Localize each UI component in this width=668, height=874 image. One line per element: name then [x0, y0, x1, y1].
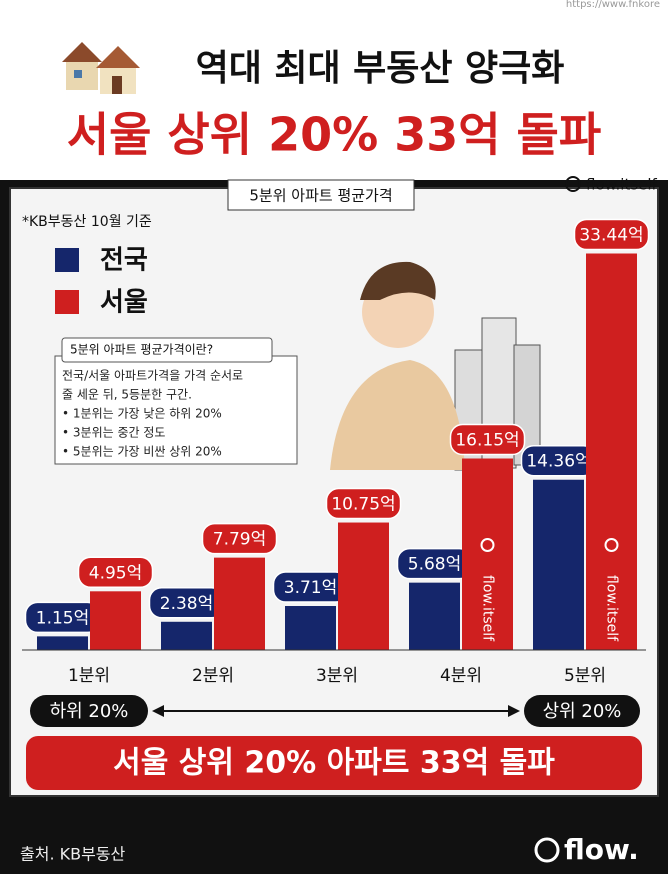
range-high-bg	[524, 695, 640, 727]
value-label: 16.15억	[455, 431, 519, 451]
arrow-head	[152, 705, 164, 717]
value-label: 2.38억	[160, 594, 214, 614]
info-line: 줄 세운 뒤, 5등분한 구간.	[62, 388, 192, 402]
value-label: 5.68억	[408, 555, 462, 575]
x-tick-label: 3분위	[316, 666, 358, 686]
value-label: 4.95억	[89, 563, 143, 583]
note: *KB부동산 10월 기준	[22, 214, 152, 230]
info-title: 5분위 아파트 평균가격이란?	[70, 343, 213, 357]
bar-watermark: flow.itself	[604, 575, 620, 642]
bar	[586, 253, 637, 651]
range-low-bg	[30, 695, 148, 727]
bar-watermark-icon	[604, 538, 619, 552]
brand-icon	[534, 837, 560, 863]
bar	[90, 591, 141, 650]
bar	[338, 522, 389, 650]
info-line: 전국/서울 아파트가격을 가격 순서로	[62, 369, 243, 383]
bar	[37, 636, 88, 650]
legend-label: 서울	[100, 288, 148, 318]
banner-bg	[26, 736, 642, 790]
handle: flow.itself	[586, 176, 658, 194]
brand: flow.	[564, 833, 639, 866]
bar-watermark: flow.itself	[480, 575, 496, 642]
x-tick-label: 2분위	[192, 666, 234, 686]
url: https://www.fnkore	[566, 0, 660, 10]
banner: 서울 상위 20% 아파트 33억 돌파	[113, 746, 555, 781]
title: 역대 최대 부동산 양극화	[196, 48, 565, 89]
footer-bg	[0, 800, 668, 874]
value-label: 14.36억	[526, 452, 590, 472]
bar	[214, 557, 265, 650]
arrow-head	[508, 705, 520, 717]
value-label-bg	[201, 522, 278, 555]
value-label: 1.15억	[36, 608, 90, 628]
chart-title-box	[227, 179, 415, 211]
value-label: 33.44억	[579, 225, 643, 245]
bar-watermark-icon	[480, 538, 495, 552]
source: 출처. KB부동산	[20, 845, 126, 864]
house-icon	[62, 42, 140, 94]
range-low: 하위 20%	[50, 701, 129, 722]
value-label: 3.71억	[284, 578, 338, 598]
bar	[409, 582, 460, 650]
legend-label: 전국	[100, 246, 148, 276]
bar	[161, 621, 212, 650]
value-label-bg	[325, 487, 402, 520]
chart-title: 5분위 아파트 평균가격	[249, 187, 392, 205]
info-line: • 1분위는 가장 낮은 하위 20%	[62, 407, 222, 421]
info-line: • 5분위는 가장 비싼 상위 20%	[62, 445, 222, 459]
value-label: 7.79억	[213, 530, 267, 550]
x-tick-label: 5분위	[564, 666, 606, 686]
info-box: 5분위 아파트 평균가격이란?	[54, 337, 298, 465]
value-label-bg	[573, 218, 650, 251]
bar	[462, 458, 513, 650]
value-label-bg	[77, 556, 154, 589]
legend-swatch	[55, 248, 79, 272]
x-tick-label: 4분위	[440, 666, 482, 686]
insta-icon	[565, 176, 581, 192]
value-label-bg	[449, 423, 526, 456]
legend-swatch	[55, 290, 79, 314]
value-label: 10.75억	[331, 495, 395, 515]
subtitle: 서울 상위 20% 33억 돌파	[67, 108, 601, 162]
x-tick-label: 1분위	[68, 666, 110, 686]
info-line: • 3분위는 중간 정도	[62, 426, 165, 440]
bar	[285, 606, 336, 650]
range-high: 상위 20%	[543, 701, 622, 722]
bar	[533, 479, 584, 650]
